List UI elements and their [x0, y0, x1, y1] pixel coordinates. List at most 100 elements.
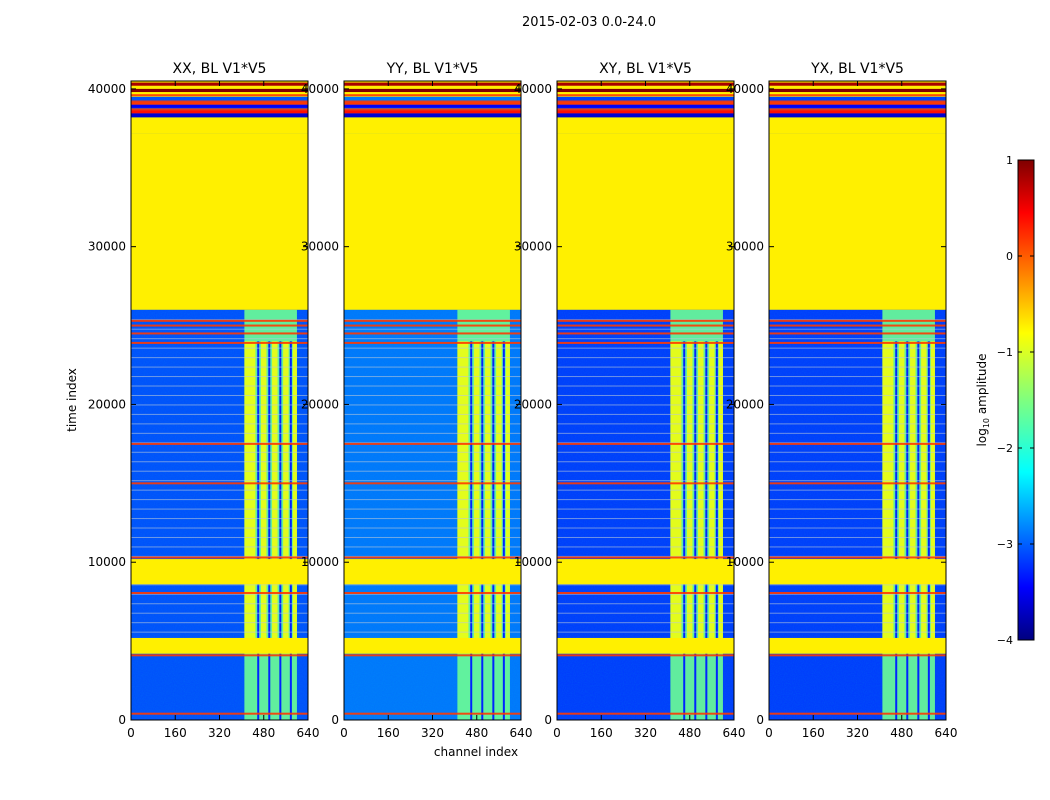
top-stripe — [344, 110, 521, 114]
orange-line — [557, 100, 734, 103]
colorbar-tick-label: −2 — [997, 442, 1013, 455]
rfi-strip — [496, 341, 502, 642]
orange-line — [769, 482, 946, 485]
orange-line — [344, 332, 521, 335]
orange-line — [344, 319, 521, 322]
rfi-gap — [683, 341, 686, 720]
time-stripe — [344, 518, 521, 520]
top-stripe — [769, 110, 946, 114]
rfi-gap — [927, 341, 930, 720]
x-tick-label: 640 — [297, 726, 320, 740]
heatmap-panel-4: YX, BL V1*V5 0 160 320 480 640 0 10000 20000 3000… — [726, 61, 958, 740]
rfi-gap — [257, 341, 260, 720]
time-stripe — [769, 489, 946, 491]
time-stripe — [344, 376, 521, 378]
orange-line — [131, 94, 308, 97]
orange-line — [557, 591, 734, 594]
y-tick-label: 0 — [544, 713, 552, 727]
time-stripe — [557, 328, 734, 330]
rfi-gap — [694, 341, 697, 720]
colorbar-tick-label: 0 — [1006, 250, 1013, 263]
time-stripe — [344, 555, 521, 557]
time-stripe — [557, 413, 734, 415]
y-tick-label: 40000 — [726, 82, 764, 96]
top-stripe — [131, 102, 308, 105]
orange-line — [344, 108, 521, 111]
time-stripe — [769, 584, 946, 586]
orange-line — [344, 654, 521, 657]
time-stripe — [131, 603, 308, 605]
time-stripe — [131, 536, 308, 538]
orange-line — [769, 100, 946, 103]
time-stripe — [769, 603, 946, 605]
orange-line — [131, 324, 308, 327]
y-tick-label: 20000 — [301, 397, 339, 411]
orange-line — [344, 591, 521, 594]
rfi-strip — [718, 341, 723, 642]
time-stripe — [344, 394, 521, 396]
time-stripe — [131, 442, 308, 444]
time-stripe — [131, 480, 308, 482]
time-stripe — [344, 319, 521, 321]
time-stripe — [557, 546, 734, 548]
flag-band — [557, 559, 734, 585]
time-stripe — [344, 328, 521, 330]
rfi-gap — [268, 341, 271, 720]
y-tick-label: 10000 — [301, 555, 339, 569]
rfi-gap — [502, 341, 505, 720]
orange-line — [769, 591, 946, 594]
x-tick-label: 480 — [678, 726, 701, 740]
flag-band — [557, 637, 734, 654]
time-stripe — [344, 357, 521, 359]
orange-line — [557, 712, 734, 715]
orange-line — [557, 654, 734, 657]
y-tick-label: 40000 — [301, 82, 339, 96]
time-stripe — [557, 518, 734, 520]
orange-line — [769, 712, 946, 715]
time-stripe — [344, 631, 521, 633]
flag-band — [131, 637, 308, 654]
time-stripe — [131, 338, 308, 340]
rfi-strip — [283, 341, 289, 642]
time-stripe — [344, 508, 521, 510]
orange-line — [344, 100, 521, 103]
time-stripe — [131, 347, 308, 349]
top-stripe — [557, 102, 734, 105]
time-stripe — [769, 527, 946, 529]
top-stripe — [557, 113, 734, 118]
rfi-gap — [705, 341, 708, 720]
orange-line — [131, 108, 308, 111]
top-stripe — [769, 88, 946, 93]
flag-band — [557, 117, 734, 134]
x-tick-label: 160 — [590, 726, 613, 740]
y-tick-label: 20000 — [514, 397, 552, 411]
time-stripe — [557, 366, 734, 368]
x-tick-label: 160 — [802, 726, 825, 740]
y-tick-label: 30000 — [514, 240, 552, 254]
rfi-gap — [289, 341, 292, 720]
x-axis-label: channel index — [434, 745, 518, 759]
rfi-strip — [485, 341, 491, 642]
time-stripe — [344, 442, 521, 444]
time-stripe — [769, 366, 946, 368]
y-tick-label: 40000 — [514, 82, 552, 96]
y-tick-label: 30000 — [301, 240, 339, 254]
x-tick-label: 0 — [765, 726, 773, 740]
time-stripe — [769, 404, 946, 406]
flag-band — [769, 637, 946, 654]
time-stripe — [344, 432, 521, 434]
time-stripe — [557, 622, 734, 624]
figure-suptitle: 2015-02-03 0.0-24.0 — [522, 15, 656, 30]
rfi-strip — [272, 341, 278, 642]
time-stripe — [344, 527, 521, 529]
time-stripe — [131, 518, 308, 520]
time-stripe — [557, 480, 734, 482]
x-tick-label: 320 — [421, 726, 444, 740]
orange-line — [344, 482, 521, 485]
time-stripe — [131, 622, 308, 624]
top-stripe — [344, 88, 521, 93]
rfi-strip — [921, 341, 927, 642]
rfi-strip — [930, 341, 935, 642]
time-stripe — [344, 423, 521, 425]
